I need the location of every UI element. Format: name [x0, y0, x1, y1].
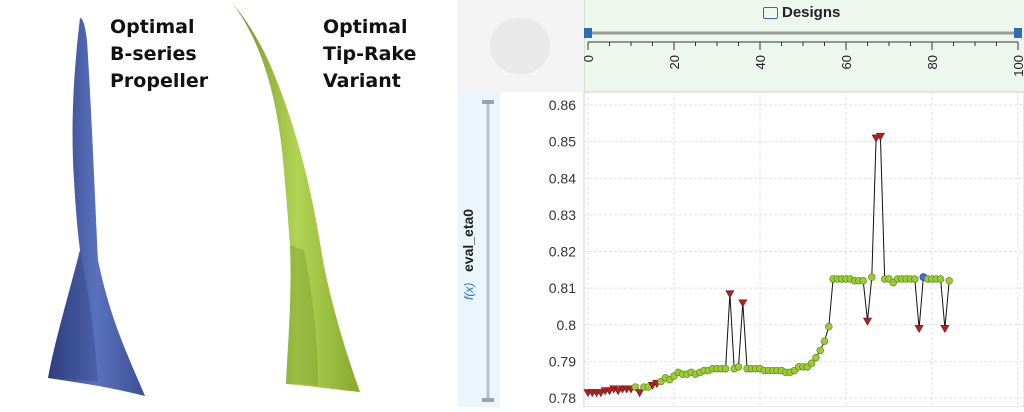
designs-tick-label: 80 [925, 55, 940, 69]
designs-range-start-handle[interactable] [584, 28, 592, 38]
infeasible-design-point[interactable] [613, 387, 623, 396]
tip-rake-variant-label: Optimal Tip-Rake Variant [323, 16, 417, 92]
designs-tick-label: 20 [667, 55, 682, 69]
feasible-design-point[interactable] [816, 346, 824, 355]
y-tick-label: 0.82 [549, 244, 576, 260]
designs-tick-label: 0 [581, 55, 596, 62]
b-series-blade-shape [48, 18, 145, 396]
objective-range-top-handle[interactable] [482, 100, 494, 104]
y-tick-label: 0.8 [557, 317, 577, 333]
feasible-design-point[interactable] [812, 354, 820, 362]
feasible-design-point[interactable] [820, 337, 829, 345]
data-points [583, 132, 953, 398]
infeasible-design-point[interactable] [871, 134, 881, 143]
function-icon: f(x) [462, 283, 476, 300]
infeasible-design-point[interactable] [647, 381, 658, 390]
y-tick-label: 0.79 [549, 353, 576, 369]
plot-area [583, 91, 1024, 407]
feasible-design-point[interactable] [945, 277, 953, 285]
y-tick-label: 0.81 [549, 280, 576, 296]
propeller-blades-illustration [48, 4, 360, 396]
designs-tick-label: 100 [1011, 55, 1024, 77]
objective-range-bottom-handle[interactable] [482, 398, 494, 402]
feasible-design-point[interactable] [911, 275, 919, 283]
feasible-design-point[interactable] [807, 359, 816, 367]
designs-range-end-handle[interactable] [1014, 28, 1022, 38]
feasible-design-point[interactable] [868, 273, 876, 281]
propeller-comparison-panel: Optimal B-series Propeller Optimal Tip-R… [0, 0, 458, 407]
tip-rake-blade-shape [233, 4, 360, 392]
feasible-design-point[interactable] [825, 322, 833, 331]
y-tick-label: 0.83 [549, 207, 576, 223]
infeasible-design-point[interactable] [940, 325, 950, 334]
designs-tick-label: 60 [839, 55, 854, 69]
y-tick-label: 0.78 [549, 390, 576, 406]
infeasible-design-point[interactable] [875, 132, 885, 141]
grid [584, 92, 1024, 407]
corner-placeholder [490, 18, 550, 74]
feasible-design-point[interactable] [721, 365, 730, 373]
y-axis-ticks: 0.78 0.79 0.8 0.81 0.82 0.83 0.84 0.85 0.86 [549, 97, 576, 406]
infeasible-design-point[interactable] [604, 387, 615, 396]
y-axis-label: eval_eta0 [460, 209, 476, 272]
infeasible-design-point[interactable] [738, 299, 748, 308]
feasible-design-point[interactable] [734, 363, 743, 371]
designs-axis-title: Designs [782, 4, 841, 21]
infeasible-design-point[interactable] [596, 389, 606, 398]
infeasible-design-point[interactable] [725, 290, 735, 299]
objective-axis-panel [458, 92, 500, 407]
y-tick-label: 0.84 [549, 170, 576, 186]
y-tick-label: 0.86 [549, 97, 576, 113]
infeasible-design-point[interactable] [862, 317, 873, 326]
feasible-design-point[interactable] [859, 277, 867, 285]
designs-tick-label: 40 [753, 55, 768, 69]
designs-axis-ticks: 0 20 40 60 80 100 [581, 41, 1024, 77]
feasible-design-point[interactable] [936, 275, 945, 283]
folder-icon [763, 7, 778, 19]
feasible-design-point[interactable] [631, 383, 639, 391]
infeasible-design-point[interactable] [635, 389, 645, 398]
designs-axis-panel [584, 0, 1024, 92]
y-tick-label: 0.85 [549, 134, 576, 150]
b-series-propeller-label: Optimal B-series Propeller [110, 16, 209, 92]
infeasible-design-point[interactable] [914, 325, 924, 334]
